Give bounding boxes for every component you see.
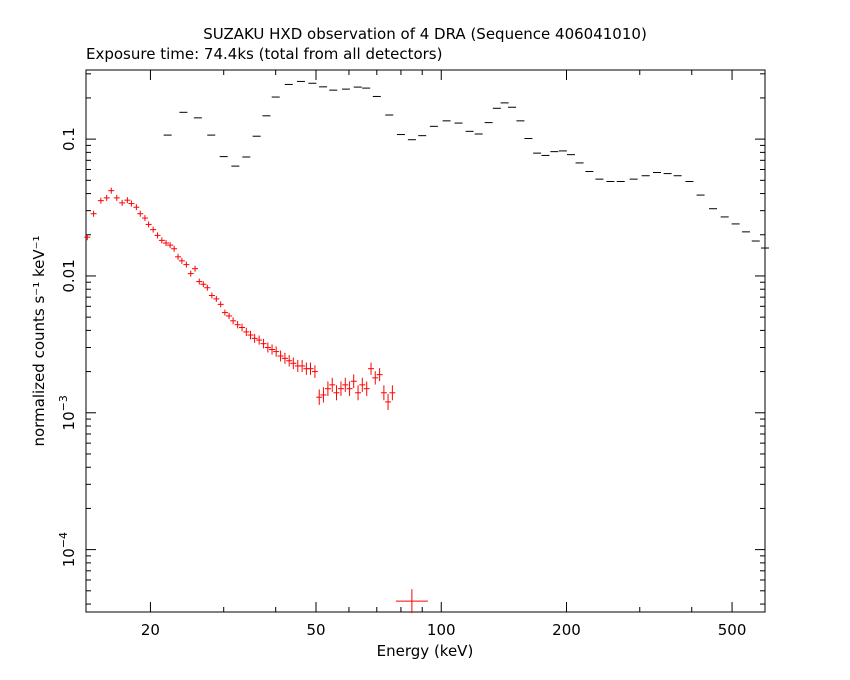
y-tick-labels: 0.1 0.01 10−3 10−4 [57,127,78,567]
x-tick-label: 200 [552,621,581,639]
x-tick-labels: 20 50 100 200 500 [141,621,746,639]
plot-frame [85,69,766,613]
x-tick-label: 20 [141,621,160,639]
y-axis-label: normalized counts s⁻¹ keV⁻¹ [30,235,48,446]
x-tick-label: 500 [718,621,747,639]
y-tick-label: 10−4 [57,532,78,567]
chart-subtitle: Exposure time: 74.4ks (total from all de… [86,45,442,63]
chart-title: SUZAKU HXD observation of 4 DRA (Sequenc… [203,25,647,43]
y-tick-label: 10−3 [57,395,78,430]
axis-ticks [86,70,766,612]
x-tick-label: 50 [306,621,325,639]
plot-area [84,80,769,614]
x-tick-label: 100 [427,621,456,639]
y-tick-label: 0.1 [60,127,78,151]
x-axis-label: Energy (keV) [377,642,474,660]
y-tick-label: 0.01 [60,259,78,292]
